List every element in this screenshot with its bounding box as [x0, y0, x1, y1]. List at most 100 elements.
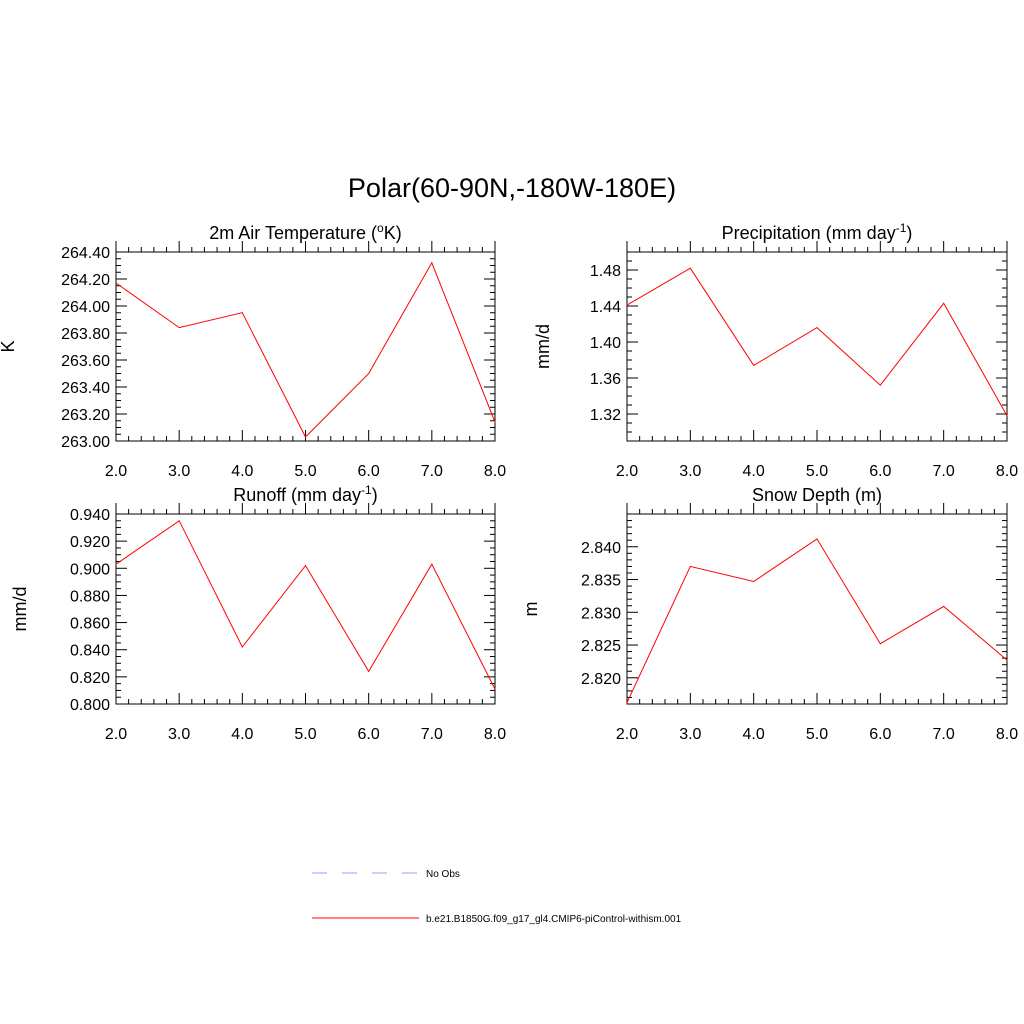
y-tick-label: 264.00: [61, 299, 110, 316]
y-tick-label: 263.40: [61, 380, 110, 397]
y-tick-label: 264.40: [61, 245, 110, 262]
x-tick-label: 4.0: [743, 463, 765, 480]
x-tick-label: 5.0: [294, 463, 316, 480]
panel-2: 2.0 3.0 4.0 5.0 6.0 7.0 8.0 1.32 1.36 1.40 1.44 1.4…: [533, 221, 1018, 480]
plot-frame: [626, 251, 1008, 442]
y-tick-label: 2.830: [581, 605, 621, 622]
series-line: [115, 261, 496, 438]
y-axis-label: K: [0, 340, 18, 352]
y-tick-label: 264.20: [61, 272, 110, 289]
panel-title: Runoff (mm day-1): [233, 483, 377, 505]
data-point: [879, 643, 881, 645]
legend-case-label: b.e21.B1850G.f09_g17_gl4.CMIP6-piControl…: [426, 914, 682, 925]
x-tick-label: 7.0: [421, 463, 443, 480]
y-tick-label: 0.860: [70, 616, 110, 633]
x-tick-label: 3.0: [168, 726, 190, 743]
y-axis-label: m: [521, 602, 541, 617]
data-point: [115, 563, 117, 565]
y-tick-label: 1.48: [590, 263, 621, 280]
x-tick-label: 3.0: [679, 463, 701, 480]
series-line: [626, 538, 1008, 703]
y-tick-label: 0.840: [70, 643, 110, 660]
y-tick-label: 263.80: [61, 326, 110, 343]
x-tick-label: 8.0: [484, 726, 506, 743]
y-tick-label: 263.00: [61, 434, 110, 451]
data-point: [305, 565, 306, 567]
x-tick-label: 4.0: [231, 463, 253, 480]
panel-1: 2.0 3.0 4.0 5.0 6.0 7.0 8.0 263.00 263.20 263.40 2…: [0, 221, 506, 480]
series-line: [626, 267, 1008, 417]
x-tick-label: 5.0: [294, 726, 316, 743]
panel-title: Precipitation (mm day-1): [722, 221, 913, 243]
data-point: [626, 702, 628, 704]
x-tick-label: 6.0: [869, 463, 891, 480]
panel-3: 2.0 3.0 4.0 5.0 6.0 7.0 8.0 0.800 0.820 0.840 0.86…: [10, 483, 506, 743]
y-tick-label: 2.820: [581, 671, 621, 688]
data-point: [368, 670, 370, 672]
data-point: [943, 605, 945, 607]
x-tick-label: 4.0: [231, 726, 253, 743]
data-point: [1006, 415, 1008, 417]
x-tick-label: 7.0: [933, 463, 955, 480]
panel-title: 2m Air Temperature (oK): [209, 221, 401, 243]
data-point: [241, 646, 243, 648]
data-point: [1006, 659, 1008, 661]
plot-frame: [626, 513, 1008, 705]
x-tick-label: 3.0: [679, 726, 701, 743]
x-tick-label: 2.0: [105, 726, 127, 743]
y-tick-label: 2.840: [581, 540, 621, 557]
y-axis-label: mm/d: [533, 324, 553, 369]
x-tick-label: 8.0: [996, 463, 1018, 480]
y-tick-label: 2.825: [581, 638, 621, 655]
data-point: [689, 565, 691, 567]
x-tick-label: 8.0: [996, 726, 1018, 743]
data-point: [241, 312, 243, 314]
x-tick-label: 4.0: [743, 726, 765, 743]
x-tick-label: 6.0: [358, 463, 380, 480]
data-point: [494, 421, 496, 423]
x-tick-label: 6.0: [358, 726, 380, 743]
series-line: [115, 520, 496, 690]
y-tick-label: 1.40: [590, 335, 621, 352]
data-point: [178, 520, 180, 522]
data-point: [879, 384, 881, 386]
x-tick-label: 5.0: [806, 726, 828, 743]
plot-frame: [115, 513, 496, 705]
x-tick-label: 7.0: [421, 726, 443, 743]
plot-frame: [115, 251, 496, 442]
data-point: [753, 580, 755, 582]
y-tick-label: 1.32: [590, 407, 621, 424]
x-tick-label: 3.0: [168, 463, 190, 480]
y-tick-label: 1.36: [590, 371, 621, 388]
data-point: [753, 364, 755, 366]
y-tick-label: 0.880: [70, 588, 110, 605]
data-point: [816, 538, 818, 540]
data-point: [626, 304, 628, 306]
data-point: [494, 688, 496, 690]
y-tick-label: 1.44: [590, 299, 621, 316]
x-tick-label: 6.0: [869, 726, 891, 743]
panel-title: Snow Depth (m): [752, 485, 882, 505]
x-tick-label: 7.0: [933, 726, 955, 743]
y-tick-label: 263.20: [61, 407, 110, 424]
panels: 2.0 3.0 4.0 5.0 6.0 7.0 8.0 263.00 263.20 263.40 2…: [0, 221, 1018, 743]
y-tick-label: 0.920: [70, 534, 110, 551]
x-tick-label: 2.0: [105, 463, 127, 480]
x-tick-label: 8.0: [484, 463, 506, 480]
y-tick-label: 263.60: [61, 353, 110, 370]
y-tick-label: 0.940: [70, 507, 110, 524]
data-point: [431, 563, 433, 565]
x-tick-label: 5.0: [806, 463, 828, 480]
y-axis-label: mm/d: [10, 587, 30, 632]
data-point: [689, 267, 691, 269]
data-point: [305, 436, 306, 438]
data-point: [115, 282, 117, 284]
y-tick-label: 0.820: [70, 670, 110, 687]
data-point: [368, 373, 370, 374]
y-tick-label: 0.900: [70, 561, 110, 578]
data-point: [178, 327, 180, 329]
y-tick-label: 2.835: [581, 573, 621, 590]
figure-title: Polar(60-90N,-180W-180E): [348, 173, 676, 203]
legend: No Obs b.e21.B1850G.f09_g17_gl4.CMIP6-pi…: [312, 869, 682, 925]
